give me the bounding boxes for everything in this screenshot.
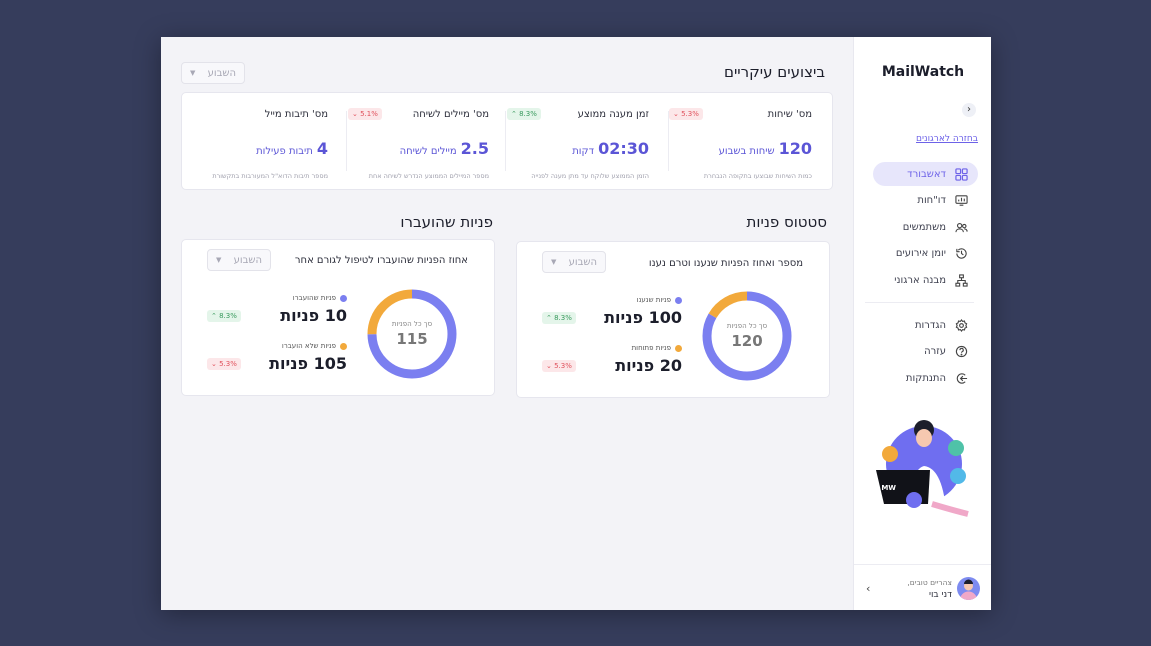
user-name: דני בוי <box>928 590 952 600</box>
sidebar-item-settings[interactable]: הגדרות <box>873 313 978 337</box>
legend-value: 105 פניות <box>269 354 347 373</box>
gear-icon <box>955 318 968 332</box>
trend-badge: ⌄ 5.3% <box>207 358 241 370</box>
sidebar-item-label: הגדרות <box>914 319 946 331</box>
sidebar-item-label: מבנה ארגוני <box>894 274 946 286</box>
legend-dot <box>675 296 682 304</box>
legend-value: 10 פניות <box>280 306 347 325</box>
sidebar-item-users[interactable]: משתמשים <box>873 215 978 239</box>
status-card: מספר ואחוז הפניות שנענו וטרם נענו השבוע … <box>516 241 830 398</box>
sidebar-item-help[interactable]: עזרה <box>873 340 978 364</box>
user-profile[interactable]: צהריים טובים, דני בוי › <box>854 564 991 610</box>
kpi-value: 4 תיבות פעילות <box>256 139 328 158</box>
org-chart-icon <box>955 273 968 287</box>
sidebar: MailWatch ‹ בחזרה לארגונים דאשבורד דו"חו… <box>853 37 991 610</box>
app-logo: MailWatch <box>881 64 965 80</box>
chevron-down-icon: ▼ <box>190 69 196 77</box>
donut-total: 120 <box>731 332 763 350</box>
grid-icon <box>955 167 968 181</box>
illustration-label: MW <box>881 484 896 492</box>
kpi-divider <box>346 111 347 171</box>
sidebar-item-label: משתמשים <box>902 221 946 233</box>
support-agent-illustration: MW <box>876 420 969 517</box>
chevron-right-icon[interactable]: › <box>866 582 871 595</box>
donut-total: 115 <box>396 330 428 348</box>
app-window: MailWatch ‹ בחזרה לארגונים דאשבורד דו"חו… <box>161 37 991 610</box>
main-content: ביצועים עיקריים השבוע ▼ מס' שיחות ⌄ 5.3%… <box>161 37 853 610</box>
status-period-dropdown[interactable]: השבוע ▼ <box>542 251 606 273</box>
trend-badge: ⌃ 8.3% <box>542 312 576 324</box>
kpi-title: מס' שיחות <box>767 109 812 120</box>
sidebar-item-dashboard[interactable]: דאשבורד <box>873 162 978 186</box>
transfer-donut: סך כל הפניות 115 <box>364 286 460 382</box>
back-to-orgs-link[interactable]: בחזרה לארגונים <box>916 134 978 144</box>
card-subtitle: אחוז הפניות שהועברו לטיפול לגורם אחר <box>294 255 468 266</box>
trend-badge: ⌄ 5.1% <box>348 108 382 120</box>
trend-badge: ⌄ 5.3% <box>669 108 703 120</box>
legend-dot <box>675 344 682 352</box>
logout-icon <box>956 372 968 384</box>
sidebar-item-logout[interactable]: התנתקות <box>873 366 978 390</box>
status-donut: סך כל הפניות 120 <box>699 288 795 384</box>
kpi-mailboxes: מס' תיבות מייל 4 תיבות פעילות מספר תיבות … <box>188 93 348 193</box>
kpi-divider <box>668 111 669 171</box>
chevron-down-icon: ▼ <box>551 258 557 266</box>
donut-segment-open <box>702 291 792 381</box>
sidebar-item-org-structure[interactable]: מבנה ארגוני <box>873 268 978 292</box>
sidebar-item-label: דאשבורד <box>907 168 946 180</box>
kpi-card: מס' שיחות ⌄ 5.3% 120 שיחות בשבוע כמות השי… <box>181 92 833 190</box>
kpi-title: מס' תיבות מייל <box>264 109 328 120</box>
legend-dot <box>340 294 347 302</box>
kpi-description: הזמן הממוצע שלוקח עד מתן מענה לפנייה <box>531 172 649 180</box>
dropdown-value: השבוע <box>207 67 236 79</box>
kpi-section-title: ביצועים עיקריים <box>724 63 825 81</box>
help-icon <box>955 345 968 358</box>
user-greeting: צהריים טובים, <box>907 578 952 587</box>
sidebar-nav: דאשבורד דו"חות משתמשים יומן אירועים מבנה… <box>865 162 978 393</box>
transfer-section-title: פניות שהועברו <box>400 213 493 231</box>
sidebar-item-label: דו"חות <box>917 195 946 206</box>
sidebar-divider <box>865 302 974 303</box>
donut-label: סך כל הפניות <box>391 320 433 328</box>
sidebar-item-label: יומן אירועים <box>895 248 946 259</box>
kpi-period-dropdown[interactable]: השבוע ▼ <box>181 62 245 84</box>
sidebar-item-reports[interactable]: דו"חות <box>873 189 978 213</box>
transfer-card: אחוז הפניות שהועברו לטיפול לגורם אחר השב… <box>181 239 495 396</box>
kpi-response-time: זמן מענה ממוצע ⌃ 8.3% 02:30 דקות הזמן הממ… <box>507 93 669 193</box>
sidebar-item-event-log[interactable]: יומן אירועים <box>873 242 978 266</box>
status-section-title: סטטוס פניות <box>746 213 827 231</box>
kpi-mails-per-call: מס' מיילים לשיחה ⌄ 5.1% 2.5 מיילים לשיחה … <box>348 93 509 193</box>
donut-label: סך כל הפניות <box>726 322 768 330</box>
kpi-value: 2.5 מיילים לשיחה <box>399 139 489 158</box>
kpi-divider <box>505 111 506 171</box>
avatar <box>957 577 980 600</box>
chevron-down-icon: ▼ <box>216 256 222 264</box>
chevron-left-icon[interactable]: ‹ <box>962 103 976 117</box>
legend-dot <box>340 342 347 350</box>
trend-badge: ⌃ 8.3% <box>507 108 541 120</box>
dropdown-value: השבוע <box>233 254 262 266</box>
card-subtitle: מספר ואחוז הפניות שנענו וטרם נענו <box>648 258 803 269</box>
report-icon <box>955 195 968 206</box>
kpi-description: מספר המיילים הממוצע הנדרש לשיחה אחת <box>368 172 489 180</box>
sidebar-item-label: עזרה <box>924 346 946 357</box>
kpi-description: מספר תיבות הדוא"ל המעורבות בתקשורת <box>212 172 328 180</box>
kpi-title: מס' מיילים לשיחה <box>412 109 489 120</box>
transfer-period-dropdown[interactable]: השבוע ▼ <box>207 249 271 271</box>
trend-badge: ⌄ 5.3% <box>542 360 576 372</box>
trend-badge: ⌃ 8.3% <box>207 310 241 322</box>
users-icon <box>955 222 968 232</box>
kpi-calls: מס' שיחות ⌄ 5.3% 120 שיחות בשבוע כמות השי… <box>669 93 832 193</box>
kpi-value: 120 שיחות בשבוע <box>718 139 812 158</box>
legend-value: 20 פניות <box>615 356 682 375</box>
sidebar-item-label: התנתקות <box>905 372 946 384</box>
kpi-description: כמות השיחות שבוצעו בתקופה הנבחרת <box>703 172 812 180</box>
dropdown-value: השבוע <box>568 256 597 268</box>
legend-value: 100 פניות <box>604 308 682 327</box>
kpi-value: 02:30 דקות <box>572 139 649 158</box>
history-icon <box>956 248 967 259</box>
donut-segment-not-transferred <box>367 289 457 379</box>
kpi-title: זמן מענה ממוצע <box>577 109 649 120</box>
